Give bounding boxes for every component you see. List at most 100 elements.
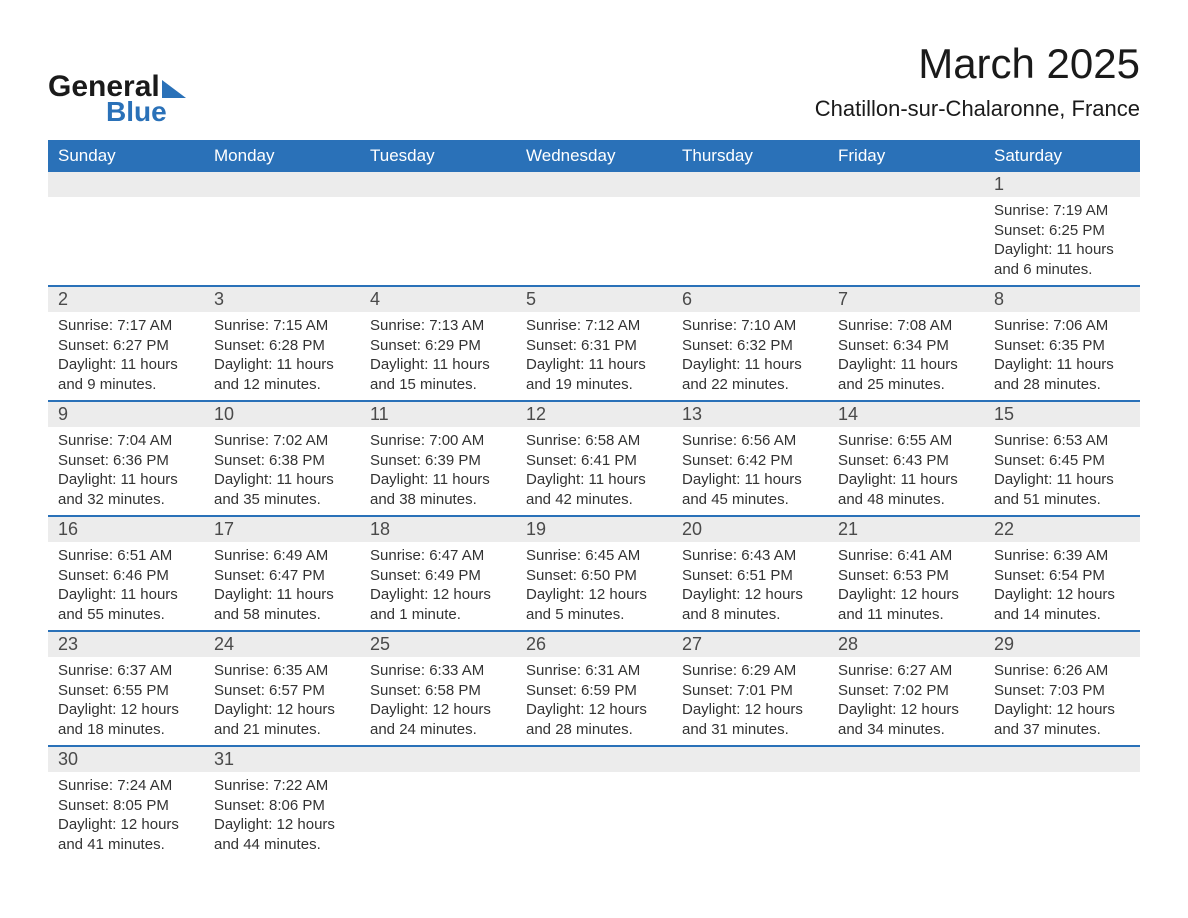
- daylight-line: Daylight: 11 hours and 28 minutes.: [994, 355, 1130, 394]
- sunset-line: Sunset: 6:54 PM: [994, 566, 1130, 586]
- calendar-week: 23Sunrise: 6:37 AMSunset: 6:55 PMDayligh…: [48, 631, 1140, 746]
- day-details: Sunrise: 6:27 AMSunset: 7:02 PMDaylight:…: [828, 657, 984, 745]
- calendar-cell: [204, 172, 360, 286]
- logo-triangle-icon: [162, 80, 186, 98]
- daylight-line: Daylight: 11 hours and 45 minutes.: [682, 470, 818, 509]
- calendar-cell: [828, 172, 984, 286]
- sunset-line: Sunset: 7:02 PM: [838, 681, 974, 701]
- sunset-line: Sunset: 6:53 PM: [838, 566, 974, 586]
- sunrise-line: Sunrise: 7:00 AM: [370, 431, 506, 451]
- daylight-line: Daylight: 11 hours and 55 minutes.: [58, 585, 194, 624]
- daylight-line: Daylight: 12 hours and 11 minutes.: [838, 585, 974, 624]
- empty-day-header: [204, 172, 360, 197]
- day-number: 14: [828, 402, 984, 427]
- calendar-cell: 16Sunrise: 6:51 AMSunset: 6:46 PMDayligh…: [48, 516, 204, 631]
- daylight-line: Daylight: 12 hours and 8 minutes.: [682, 585, 818, 624]
- calendar-week: 30Sunrise: 7:24 AMSunset: 8:05 PMDayligh…: [48, 746, 1140, 860]
- sunset-line: Sunset: 6:59 PM: [526, 681, 662, 701]
- sunset-line: Sunset: 8:05 PM: [58, 796, 194, 816]
- empty-day-body: [828, 197, 984, 275]
- day-number: 13: [672, 402, 828, 427]
- sunrise-line: Sunrise: 7:04 AM: [58, 431, 194, 451]
- sunrise-line: Sunrise: 7:22 AM: [214, 776, 350, 796]
- sunset-line: Sunset: 6:49 PM: [370, 566, 506, 586]
- day-header: Sunday: [48, 140, 204, 172]
- calendar-cell: 2Sunrise: 7:17 AMSunset: 6:27 PMDaylight…: [48, 286, 204, 401]
- calendar-cell: [48, 172, 204, 286]
- location-subtitle: Chatillon-sur-Chalaronne, France: [815, 96, 1140, 122]
- day-details: Sunrise: 6:53 AMSunset: 6:45 PMDaylight:…: [984, 427, 1140, 515]
- sunset-line: Sunset: 6:51 PM: [682, 566, 818, 586]
- sunset-line: Sunset: 6:32 PM: [682, 336, 818, 356]
- day-details: Sunrise: 6:35 AMSunset: 6:57 PMDaylight:…: [204, 657, 360, 745]
- sunrise-line: Sunrise: 7:17 AM: [58, 316, 194, 336]
- day-details: Sunrise: 7:22 AMSunset: 8:06 PMDaylight:…: [204, 772, 360, 860]
- daylight-line: Daylight: 11 hours and 22 minutes.: [682, 355, 818, 394]
- daylight-line: Daylight: 11 hours and 12 minutes.: [214, 355, 350, 394]
- day-header: Tuesday: [360, 140, 516, 172]
- calendar-cell: 18Sunrise: 6:47 AMSunset: 6:49 PMDayligh…: [360, 516, 516, 631]
- calendar-cell: 7Sunrise: 7:08 AMSunset: 6:34 PMDaylight…: [828, 286, 984, 401]
- sunset-line: Sunset: 6:38 PM: [214, 451, 350, 471]
- calendar-cell: 5Sunrise: 7:12 AMSunset: 6:31 PMDaylight…: [516, 286, 672, 401]
- day-number: 20: [672, 517, 828, 542]
- calendar-cell: 31Sunrise: 7:22 AMSunset: 8:06 PMDayligh…: [204, 746, 360, 860]
- daylight-line: Daylight: 12 hours and 31 minutes.: [682, 700, 818, 739]
- daylight-line: Daylight: 12 hours and 41 minutes.: [58, 815, 194, 854]
- daylight-line: Daylight: 11 hours and 35 minutes.: [214, 470, 350, 509]
- day-details: Sunrise: 6:31 AMSunset: 6:59 PMDaylight:…: [516, 657, 672, 745]
- daylight-line: Daylight: 11 hours and 19 minutes.: [526, 355, 662, 394]
- day-number: 17: [204, 517, 360, 542]
- daylight-line: Daylight: 12 hours and 24 minutes.: [370, 700, 506, 739]
- calendar-cell: 11Sunrise: 7:00 AMSunset: 6:39 PMDayligh…: [360, 401, 516, 516]
- day-number: 26: [516, 632, 672, 657]
- sunrise-line: Sunrise: 6:56 AM: [682, 431, 818, 451]
- day-details: Sunrise: 6:56 AMSunset: 6:42 PMDaylight:…: [672, 427, 828, 515]
- day-number: 27: [672, 632, 828, 657]
- daylight-line: Daylight: 11 hours and 58 minutes.: [214, 585, 350, 624]
- day-details: Sunrise: 6:41 AMSunset: 6:53 PMDaylight:…: [828, 542, 984, 630]
- empty-day-body: [516, 197, 672, 275]
- calendar-cell: 29Sunrise: 6:26 AMSunset: 7:03 PMDayligh…: [984, 631, 1140, 746]
- empty-day-body: [204, 197, 360, 275]
- empty-day-body: [672, 197, 828, 275]
- day-header: Saturday: [984, 140, 1140, 172]
- calendar-week: 9Sunrise: 7:04 AMSunset: 6:36 PMDaylight…: [48, 401, 1140, 516]
- daylight-line: Daylight: 12 hours and 28 minutes.: [526, 700, 662, 739]
- calendar-week: 1Sunrise: 7:19 AMSunset: 6:25 PMDaylight…: [48, 172, 1140, 286]
- day-number: 29: [984, 632, 1140, 657]
- day-number: 9: [48, 402, 204, 427]
- sunset-line: Sunset: 6:58 PM: [370, 681, 506, 701]
- sunrise-line: Sunrise: 6:27 AM: [838, 661, 974, 681]
- daylight-line: Daylight: 12 hours and 14 minutes.: [994, 585, 1130, 624]
- day-details: Sunrise: 6:43 AMSunset: 6:51 PMDaylight:…: [672, 542, 828, 630]
- sunset-line: Sunset: 6:29 PM: [370, 336, 506, 356]
- calendar-cell: [672, 172, 828, 286]
- day-number: 15: [984, 402, 1140, 427]
- sunrise-line: Sunrise: 6:31 AM: [526, 661, 662, 681]
- empty-day-header: [516, 172, 672, 197]
- day-details: Sunrise: 6:26 AMSunset: 7:03 PMDaylight:…: [984, 657, 1140, 745]
- daylight-line: Daylight: 12 hours and 21 minutes.: [214, 700, 350, 739]
- calendar-cell: [828, 746, 984, 860]
- sunrise-line: Sunrise: 6:55 AM: [838, 431, 974, 451]
- day-details: Sunrise: 6:39 AMSunset: 6:54 PMDaylight:…: [984, 542, 1140, 630]
- day-header: Monday: [204, 140, 360, 172]
- daylight-line: Daylight: 11 hours and 9 minutes.: [58, 355, 194, 394]
- day-details: Sunrise: 7:19 AMSunset: 6:25 PMDaylight:…: [984, 197, 1140, 285]
- sunrise-line: Sunrise: 7:12 AM: [526, 316, 662, 336]
- day-details: Sunrise: 6:51 AMSunset: 6:46 PMDaylight:…: [48, 542, 204, 630]
- daylight-line: Daylight: 12 hours and 37 minutes.: [994, 700, 1130, 739]
- logo-text-blue: Blue: [106, 96, 186, 128]
- daylight-line: Daylight: 12 hours and 44 minutes.: [214, 815, 350, 854]
- day-details: Sunrise: 7:06 AMSunset: 6:35 PMDaylight:…: [984, 312, 1140, 400]
- daylight-line: Daylight: 11 hours and 38 minutes.: [370, 470, 506, 509]
- empty-day-header: [984, 747, 1140, 772]
- daylight-line: Daylight: 11 hours and 6 minutes.: [994, 240, 1130, 279]
- calendar-table: SundayMondayTuesdayWednesdayThursdayFrid…: [48, 140, 1140, 860]
- empty-day-body: [48, 197, 204, 275]
- empty-day-header: [828, 172, 984, 197]
- day-details: Sunrise: 7:02 AMSunset: 6:38 PMDaylight:…: [204, 427, 360, 515]
- daylight-line: Daylight: 11 hours and 48 minutes.: [838, 470, 974, 509]
- day-number: 11: [360, 402, 516, 427]
